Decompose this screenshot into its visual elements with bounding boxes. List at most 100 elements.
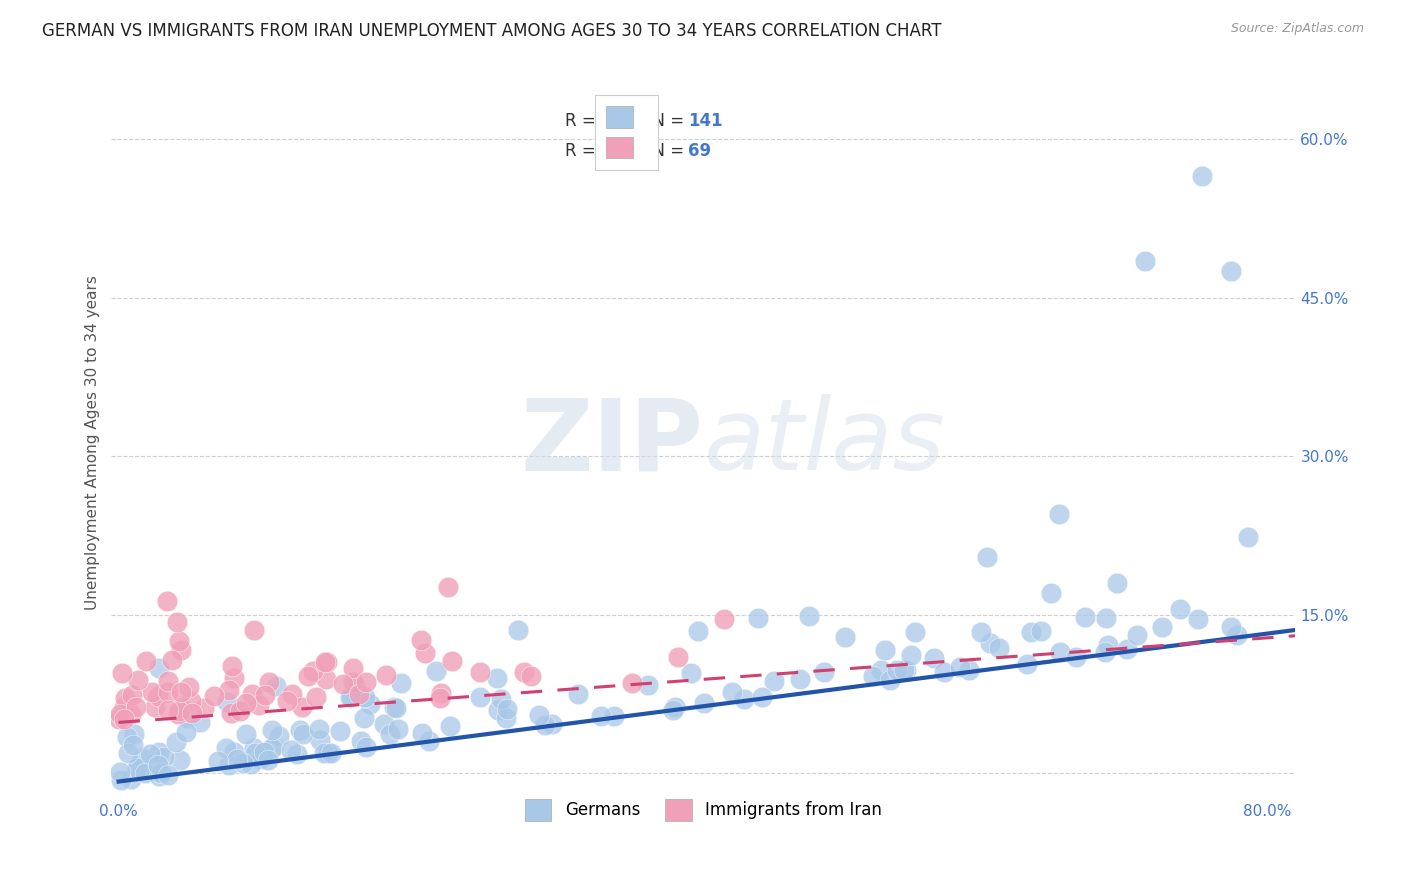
Point (987, 640, 1010, 655)
Point (112, 700, 135, 714)
Point (1126, 627, 1149, 641)
Point (359, 697, 381, 711)
Point (350, 734, 373, 748)
Point (340, 690, 363, 705)
Point (215, 695, 238, 709)
Point (120, 707, 142, 722)
Point (1094, 645, 1116, 659)
Point (529, 707, 551, 722)
Point (567, 687, 589, 701)
Point (232, 756, 254, 770)
Point (129, 761, 152, 775)
Point (342, 675, 364, 690)
Point (692, 696, 714, 710)
Point (411, 633, 433, 648)
Point (513, 665, 536, 679)
Point (146, 689, 169, 703)
Point (389, 676, 412, 690)
Point (148, 746, 170, 760)
Point (870, 663, 893, 677)
Point (1236, 530, 1258, 544)
Point (120, 772, 142, 786)
Point (662, 703, 685, 717)
Point (218, 682, 240, 697)
Point (262, 740, 284, 755)
Point (1094, 611, 1116, 625)
Point (221, 659, 243, 673)
Point (797, 608, 820, 623)
Point (302, 665, 325, 679)
Point (862, 669, 884, 683)
Point (468, 690, 491, 705)
Point (666, 650, 689, 665)
Point (332, 677, 354, 691)
Point (762, 674, 785, 689)
Point (904, 624, 927, 639)
Point (146, 758, 169, 772)
Point (193, 700, 215, 714)
Point (886, 664, 908, 678)
Point (276, 694, 298, 708)
Point (218, 758, 240, 772)
Point (486, 671, 509, 685)
Point (418, 734, 440, 748)
Text: N =: N = (643, 112, 695, 129)
Point (314, 656, 336, 670)
Point (290, 723, 312, 737)
Point (166, 706, 188, 721)
Text: atlas: atlas (703, 394, 945, 491)
Point (1168, 601, 1191, 615)
Point (305, 690, 328, 704)
Point (439, 719, 461, 733)
Point (747, 611, 769, 625)
Point (297, 668, 319, 682)
Point (229, 704, 252, 718)
Point (108, 764, 131, 779)
Text: 0.097: 0.097 (603, 142, 655, 160)
Point (976, 549, 998, 564)
Point (441, 654, 464, 668)
Point (495, 711, 517, 725)
Point (343, 678, 366, 692)
Point (491, 692, 513, 706)
Point (169, 701, 191, 715)
Point (235, 696, 257, 710)
Point (387, 722, 409, 736)
Text: ZIP: ZIP (520, 394, 703, 491)
Point (520, 669, 543, 683)
Point (375, 668, 398, 682)
Point (260, 723, 283, 737)
Point (254, 688, 277, 702)
Point (108, 713, 131, 727)
Point (166, 615, 188, 630)
Point (156, 593, 179, 607)
Point (121, 738, 143, 752)
Point (188, 715, 211, 730)
Point (949, 660, 972, 674)
Point (318, 746, 340, 760)
Legend: Germans, Immigrants from Iran: Germans, Immigrants from Iran (512, 786, 896, 834)
Y-axis label: Unemployment Among Ages 30 to 34 years: Unemployment Among Ages 30 to 34 years (86, 276, 100, 610)
Point (413, 647, 436, 661)
Point (664, 700, 686, 714)
Point (873, 643, 896, 657)
Text: R =: R = (565, 112, 606, 129)
Point (429, 690, 451, 705)
Point (170, 684, 193, 698)
Point (269, 729, 291, 743)
Point (508, 623, 530, 637)
Point (167, 633, 190, 648)
Point (1115, 642, 1137, 657)
Point (1191, 169, 1213, 183)
Point (127, 673, 149, 688)
Point (373, 717, 395, 731)
Point (637, 678, 659, 692)
Point (139, 747, 162, 762)
Text: 69: 69 (688, 142, 711, 160)
Point (354, 740, 377, 755)
Point (353, 711, 375, 725)
Point (235, 727, 257, 741)
Point (751, 690, 773, 704)
Point (893, 663, 915, 677)
Point (342, 661, 364, 675)
